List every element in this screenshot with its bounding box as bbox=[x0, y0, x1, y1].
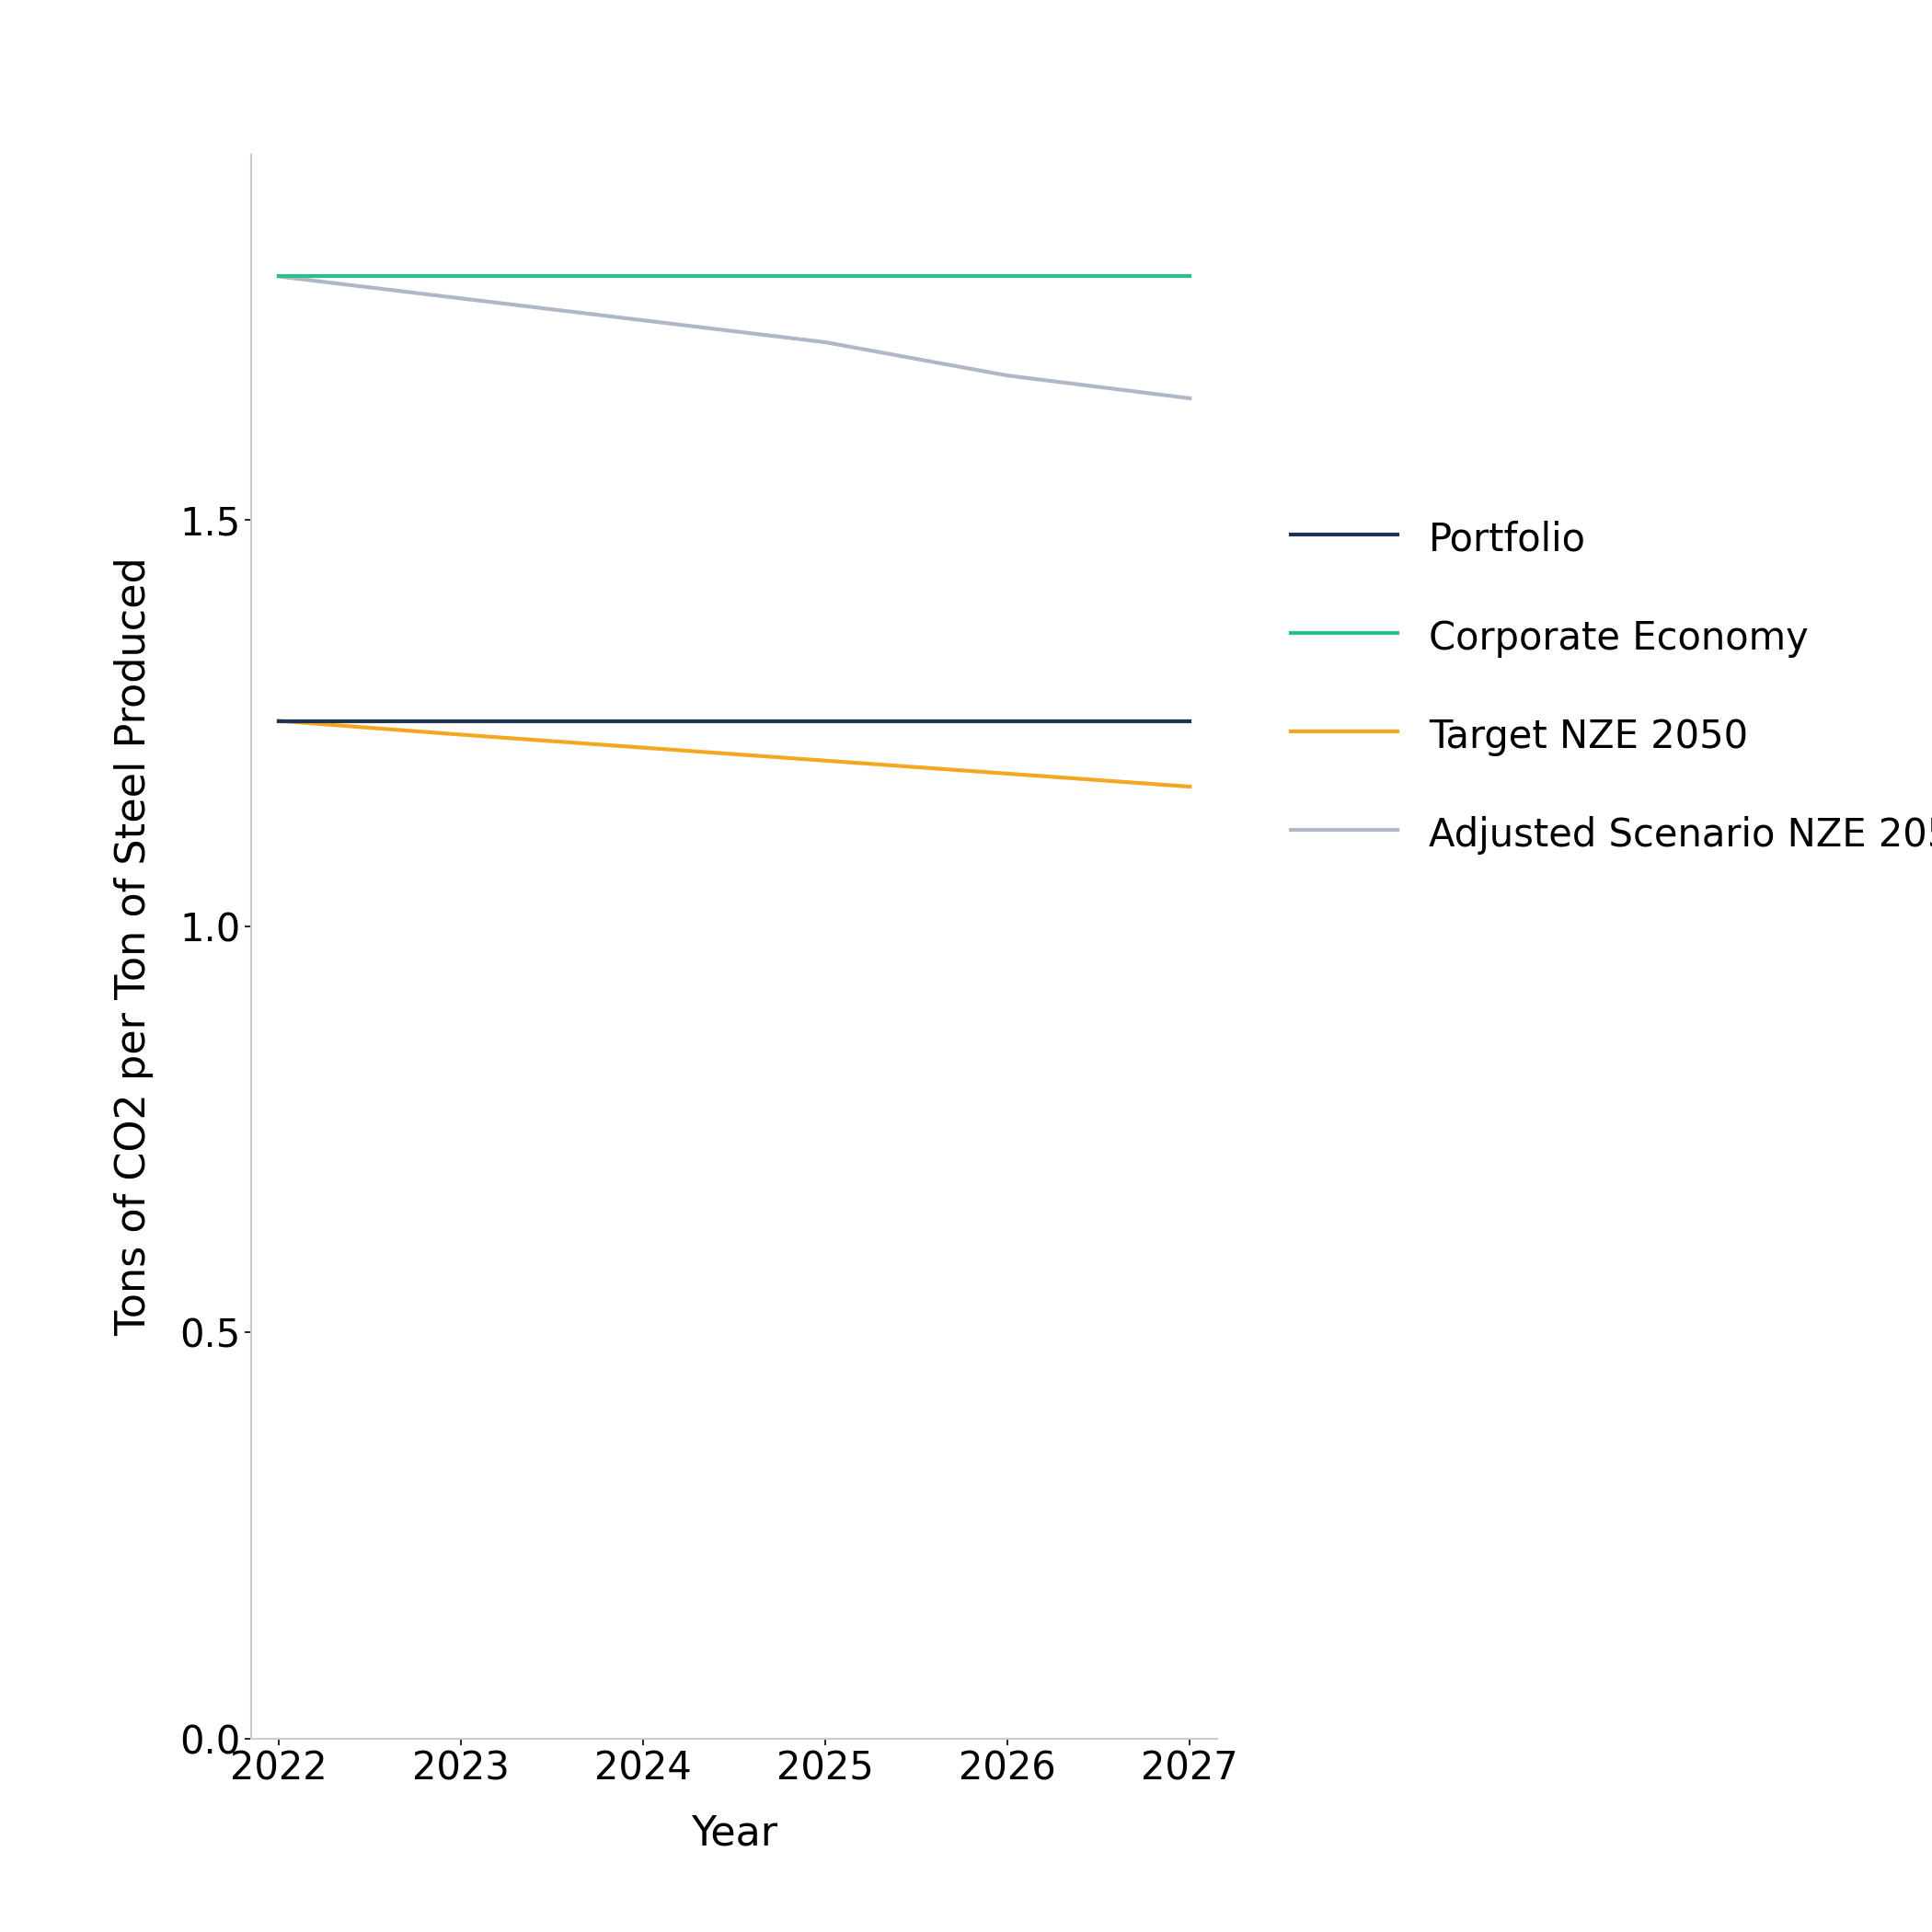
Corporate Economy bbox=[997, 265, 1020, 288]
Adjusted Scenario NZE 2050 bbox=[448, 286, 471, 309]
Portfolio bbox=[813, 709, 837, 732]
Adjusted Scenario NZE 2050 bbox=[1179, 386, 1202, 410]
Corporate Economy bbox=[813, 265, 837, 288]
Corporate Economy bbox=[632, 265, 655, 288]
Portfolio bbox=[632, 709, 655, 732]
Adjusted Scenario NZE 2050 bbox=[267, 265, 290, 288]
Y-axis label: Tons of CO2 per Ton of Steel Produced: Tons of CO2 per Ton of Steel Produced bbox=[114, 556, 155, 1337]
Line: Target NZE 2050: Target NZE 2050 bbox=[278, 721, 1190, 786]
Adjusted Scenario NZE 2050 bbox=[632, 309, 655, 332]
Adjusted Scenario NZE 2050 bbox=[813, 330, 837, 354]
Portfolio bbox=[1179, 709, 1202, 732]
Adjusted Scenario NZE 2050 bbox=[997, 363, 1020, 386]
Target NZE 2050 bbox=[632, 736, 655, 759]
Target NZE 2050 bbox=[267, 709, 290, 732]
Corporate Economy bbox=[267, 265, 290, 288]
X-axis label: Year: Year bbox=[692, 1814, 777, 1853]
Target NZE 2050 bbox=[813, 750, 837, 773]
Corporate Economy bbox=[448, 265, 471, 288]
Target NZE 2050 bbox=[448, 723, 471, 746]
Portfolio bbox=[448, 709, 471, 732]
Line: Adjusted Scenario NZE 2050: Adjusted Scenario NZE 2050 bbox=[278, 276, 1190, 398]
Corporate Economy bbox=[1179, 265, 1202, 288]
Portfolio bbox=[267, 709, 290, 732]
Portfolio bbox=[997, 709, 1020, 732]
Target NZE 2050 bbox=[1179, 775, 1202, 798]
Legend: Portfolio, Corporate Economy, Target NZE 2050, Adjusted Scenario NZE 2050: Portfolio, Corporate Economy, Target NZE… bbox=[1275, 502, 1932, 869]
Target NZE 2050 bbox=[997, 761, 1020, 784]
